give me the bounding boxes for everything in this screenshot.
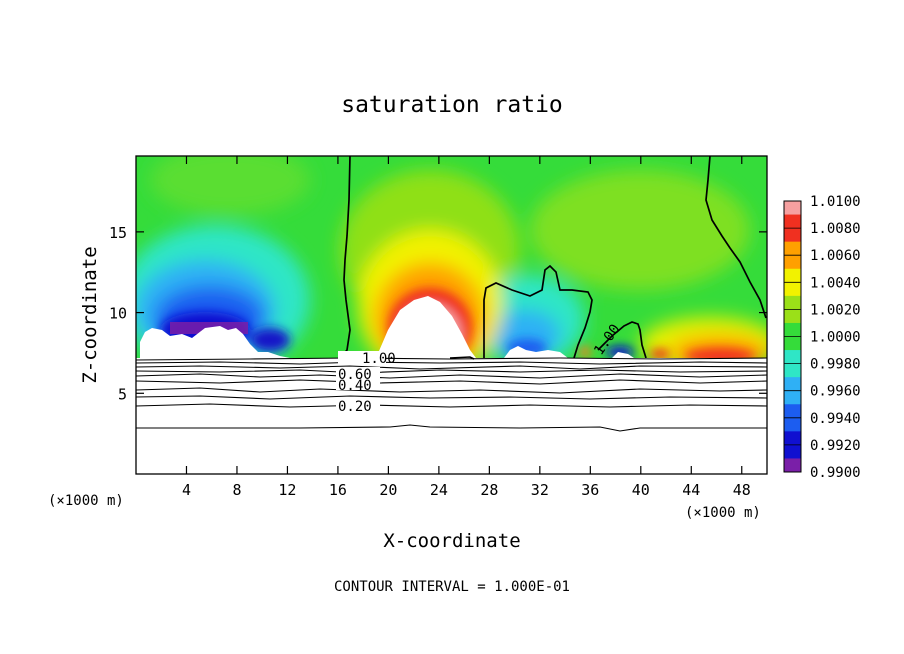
- x-unit-left: (×1000 m): [48, 493, 124, 509]
- colorbar-swatch: [784, 255, 801, 270]
- colorbar-swatch: [784, 417, 801, 432]
- contour-label: 0.40: [338, 378, 372, 394]
- colorbar-swatch: [784, 322, 801, 337]
- x-tick-label: 16: [329, 481, 347, 499]
- contour-label: 1.00: [362, 351, 396, 367]
- colorbar-label: 1.0100: [810, 194, 861, 210]
- colorbar-swatch: [784, 444, 801, 459]
- colorbar: 0.9900 0.9920 0.9940 0.9960 0.9980 1.0000 1.00…: [783, 194, 861, 481]
- moist-region-red: [685, 348, 755, 358]
- colorbar-label: 0.9980: [810, 357, 861, 373]
- undefined-region-left: [140, 326, 290, 358]
- colorbar-label: 1.0060: [810, 248, 861, 264]
- colorbar-swatch: [784, 458, 801, 472]
- x-tick-label: 48: [733, 481, 751, 499]
- contour-interval-note: CONTOUR INTERVAL = 1.000E-01: [334, 579, 570, 595]
- y-tick-label: 15: [109, 224, 127, 242]
- colorbar-label: 1.0000: [810, 330, 861, 346]
- y-tick-label: 10: [109, 305, 127, 323]
- colorbar-swatch: [784, 377, 801, 391]
- contour-label-bg: [336, 367, 380, 380]
- y-tick-label: 5: [118, 385, 127, 403]
- plot-frame: [135, 155, 768, 475]
- x-tick-label: 32: [531, 481, 549, 499]
- contour-label: 0.60: [338, 367, 372, 383]
- x-tick-label: 12: [278, 481, 296, 499]
- contour-lines-upper: [339, 156, 767, 358]
- colorbar-swatch: [784, 431, 801, 445]
- field-patch-light: [530, 170, 750, 290]
- x-unit-right: (×1000 m): [685, 505, 761, 521]
- colorbar-swatch: [784, 350, 801, 364]
- contour-label-layer: 1.00 0.60 0.40 0.20 1.00: [336, 321, 624, 415]
- x-tick-label: 8: [232, 481, 241, 499]
- chart-title: saturation ratio: [341, 92, 563, 118]
- colorbar-label: 1.0020: [810, 302, 861, 318]
- colorbar-label: 0.9940: [810, 411, 861, 427]
- colorbar-swatch: [784, 336, 801, 351]
- x-tick-label: 4: [182, 481, 191, 499]
- contour-label-bg: [336, 377, 380, 390]
- colorbar-swatch: [784, 282, 801, 297]
- x-tick-label: 28: [480, 481, 498, 499]
- colorbar-swatch: [784, 309, 801, 324]
- colorbar-swatch: [784, 241, 801, 256]
- undefined-region-right: [504, 346, 634, 358]
- colorbar-label: 1.0040: [810, 275, 861, 291]
- contour-label: 0.20: [338, 399, 372, 415]
- undefined-region-center: [376, 296, 476, 358]
- colorbar-swatch: [784, 214, 801, 229]
- colorbar-swatch: [784, 268, 801, 283]
- y-axis-label: Z-coordinate: [79, 246, 101, 383]
- contour-label-bg: [338, 351, 386, 364]
- colorbar-swatch: [784, 201, 801, 216]
- colorbar-swatch: [784, 363, 801, 378]
- x-tick-label: 36: [581, 481, 599, 499]
- contour-label-bg: [336, 398, 380, 411]
- x-tick-label: 20: [379, 481, 397, 499]
- colorbar-swatch: [784, 390, 801, 405]
- x-axis-ticks: 4 8 12 16 20 24 28 32 36 40 44 48: [182, 156, 751, 499]
- moist-region-red: [650, 349, 670, 358]
- field-patch-light: [150, 156, 310, 215]
- colorbar-label: 0.9900: [810, 465, 861, 481]
- dry-region-deep-blue: [250, 328, 290, 352]
- x-axis-label: X-coordinate: [383, 530, 520, 552]
- x-tick-label: 24: [430, 481, 448, 499]
- colorbar-swatch: [784, 404, 801, 418]
- y-axis-ticks: 5 10 15: [109, 224, 767, 403]
- x-tick-label: 40: [632, 481, 650, 499]
- colorbar-label: 0.9920: [810, 438, 861, 454]
- colorbar-swatch: [784, 228, 801, 243]
- heatmap-field: [136, 156, 767, 358]
- colorbar-label: 0.9960: [810, 384, 861, 400]
- moist-region-red: [579, 346, 591, 358]
- colorbar-label: 1.0080: [810, 221, 861, 237]
- colorbar-swatch: [784, 295, 801, 310]
- x-tick-label: 44: [682, 481, 700, 499]
- lower-contour-band: [135, 354, 768, 432]
